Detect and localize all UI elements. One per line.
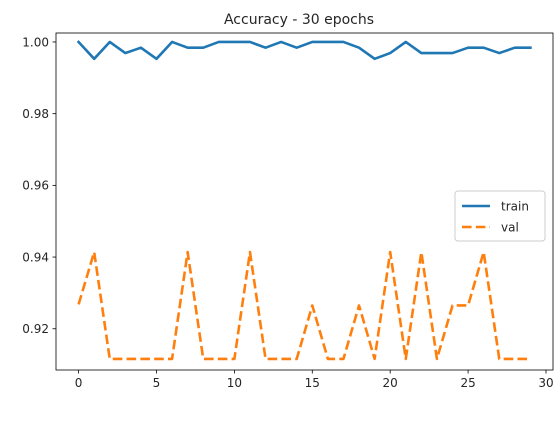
plot-frame (55, 32, 554, 371)
legend: train val (454, 190, 546, 242)
y-tick-label: 0.92 (22, 322, 49, 336)
y-tick-label: 0.94 (22, 250, 49, 264)
x-tick-label: 20 (383, 376, 398, 390)
y-tick-label: 0.98 (22, 107, 49, 121)
series-line-val (77, 250, 531, 361)
x-tick-label: 15 (305, 376, 320, 390)
chart-title: Accuracy - 30 epochs (224, 12, 374, 28)
x-tick-label: 10 (227, 376, 242, 390)
legend-label-train: train (501, 199, 529, 213)
x-tick-label: 5 (153, 376, 161, 390)
series-line-train (76, 40, 532, 61)
y-tick-label: 0.96 (22, 179, 49, 193)
legend-label-val: val (501, 220, 519, 234)
legend-box (454, 190, 546, 242)
x-tick-label: 30 (538, 376, 553, 390)
y-tick-label: 1.00 (22, 35, 49, 49)
x-tick-label: 0 (75, 376, 83, 390)
x-tick-label: 25 (460, 376, 475, 390)
